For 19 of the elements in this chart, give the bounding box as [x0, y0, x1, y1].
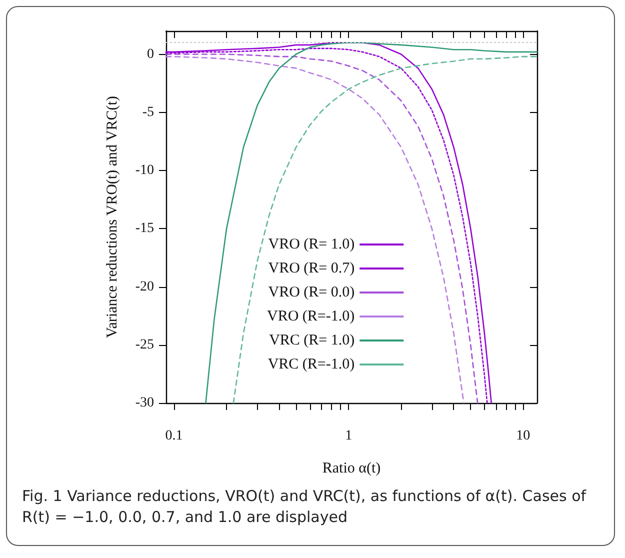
x-tick-label: 0.1: [165, 428, 183, 444]
y-tick-label: -20: [135, 279, 154, 294]
legend-label: VRO (R= 1.0): [268, 236, 355, 252]
legend-label: VRO (R= 0.0): [268, 284, 355, 300]
legend-label: VRO (R= 0.7): [268, 260, 355, 276]
legend-label: VRC (R=-1.0): [268, 356, 355, 372]
x-axis-title: Ratio α(t): [322, 460, 381, 476]
y-tick-label: -30: [135, 396, 154, 410]
x-tick-label: 1: [345, 428, 352, 444]
legend-label: VRC (R= 1.0): [269, 332, 355, 348]
y-tick-label: -25: [135, 337, 154, 352]
x-tick-label: 10: [516, 428, 530, 444]
legend-label: VRO (R=-1.0): [266, 308, 355, 324]
y-axis-title: Variance reductions VRO(t) and VRC(t): [104, 96, 120, 338]
y-tick-label: -10: [135, 163, 154, 178]
y-tick-label: 0: [147, 46, 154, 62]
y-tick-label: -5: [142, 104, 154, 120]
caption: Fig. 1 Variance reductions, VRO(t) and VRC(t), as functions of α(t). Cases of R(t) = −1.0, 0.0, 0.7, and 1.0 are displayed: [22, 486, 588, 528]
y-tick-label: -15: [135, 221, 154, 236]
